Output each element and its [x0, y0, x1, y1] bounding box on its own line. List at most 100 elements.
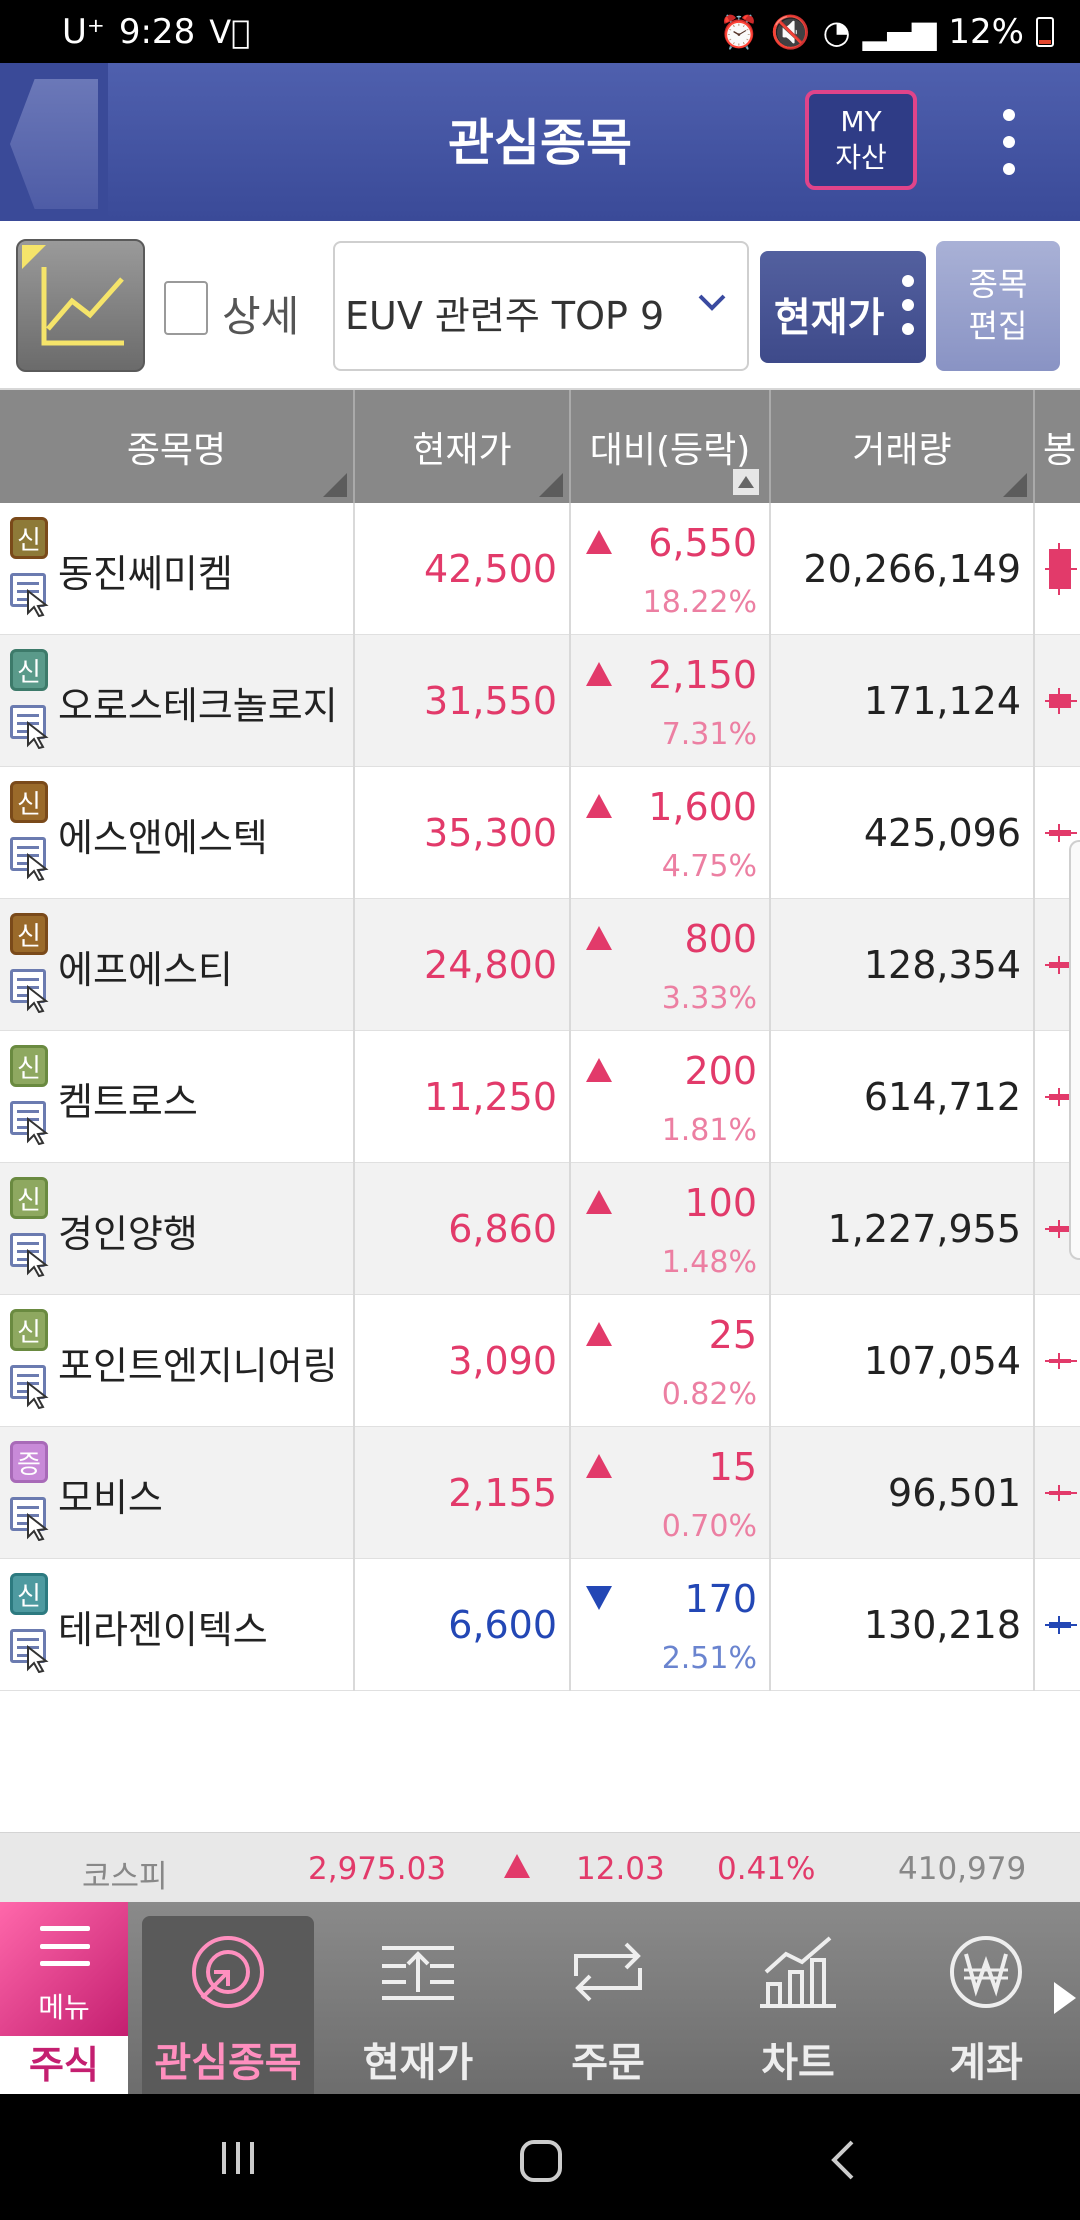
- more-options-icon[interactable]: [998, 109, 1020, 175]
- column-header-change[interactable]: 대비(등락): [571, 390, 771, 503]
- current-price-button[interactable]: 현재가: [760, 251, 926, 363]
- up-triangle-icon: [504, 1854, 530, 1878]
- candle-mark: [1045, 1616, 1077, 1634]
- nav-account[interactable]: 계좌: [900, 1902, 1072, 2094]
- current-price: 31,550: [424, 679, 557, 723]
- volume-cell: 425,096: [771, 767, 1035, 899]
- stock-name: 동진쎄미켐: [58, 552, 233, 596]
- candle-cell: [1035, 635, 1080, 767]
- change-percent: 1.48%: [661, 1245, 757, 1280]
- volume-cell: 107,054: [771, 1295, 1035, 1427]
- menu-top: 메뉴: [0, 1902, 128, 2036]
- change-cell: 800 3.33%: [571, 899, 771, 1031]
- column-header-price[interactable]: 현재가: [355, 390, 571, 503]
- app-header: 관심종목 MY 자산: [0, 63, 1080, 221]
- table-row[interactable]: 신 경인양행 6,860 100 1.48% 1,227,955: [0, 1163, 1080, 1295]
- stock-category-label[interactable]: 주식: [0, 2036, 128, 2094]
- news-icon[interactable]: [10, 573, 50, 617]
- news-icon[interactable]: [10, 1101, 50, 1145]
- change-percent: 7.31%: [661, 717, 757, 752]
- table-row[interactable]: 신 테라젠이텍스 6,600 170 2.51% 130,218: [0, 1559, 1080, 1691]
- candle-mark: [1045, 688, 1077, 714]
- news-icon[interactable]: [10, 969, 50, 1013]
- column-header-candle[interactable]: 봉: [1035, 390, 1080, 503]
- stock-name-cell[interactable]: 증 모비스: [0, 1427, 355, 1559]
- stock-name-cell[interactable]: 신 경인양행: [0, 1163, 355, 1295]
- home-icon[interactable]: [518, 2138, 564, 2184]
- hamburger-icon: [40, 1926, 90, 1966]
- stock-name-cell[interactable]: 신 포인트엔지니어링: [0, 1295, 355, 1427]
- up-triangle-icon: [586, 1322, 612, 1346]
- price-cell: 31,550: [355, 635, 571, 767]
- change-percent: 18.22%: [642, 585, 757, 620]
- table-row[interactable]: 증 모비스 2,155 15 0.70% 96,501: [0, 1427, 1080, 1559]
- stock-name-cell[interactable]: 신 오로스테크놀로지: [0, 635, 355, 767]
- market-index-bar[interactable]: 코스피 2,975.03 12.03 0.41% 410,979: [0, 1832, 1080, 1902]
- news-icon[interactable]: [10, 837, 50, 881]
- index-percent: 0.41%: [717, 1851, 816, 1887]
- news-icon[interactable]: [10, 1497, 50, 1541]
- back-icon[interactable]: [828, 2138, 858, 2182]
- stock-name: 포인트엔지니어링: [58, 1344, 338, 1388]
- carrier-label: U⁺: [62, 11, 105, 52]
- sort-icon: [539, 473, 563, 497]
- clock: 9:28: [118, 11, 196, 52]
- table-row[interactable]: 신 동진쎄미켐 42,500 6,550 18.22% 20,266,149: [0, 503, 1080, 635]
- stock-name: 켐트로스: [58, 1080, 198, 1124]
- scroll-handle[interactable]: [1069, 840, 1080, 1260]
- news-icon[interactable]: [10, 1365, 50, 1409]
- status-bar: U⁺ 9:28 V⃝ ⏰ 🔇 ◔ ▂▄▆ 12%: [0, 0, 1080, 63]
- volume-cell: 171,124: [771, 635, 1035, 767]
- candle-mark: [1045, 1353, 1077, 1369]
- volume-cell: 614,712: [771, 1031, 1035, 1163]
- edit-stocks-button[interactable]: 종목 편집: [936, 241, 1060, 371]
- stock-name-cell[interactable]: 신 켐트로스: [0, 1031, 355, 1163]
- column-header-name[interactable]: 종목명: [0, 390, 355, 503]
- menu-button[interactable]: 메뉴 주식: [0, 1902, 128, 2094]
- nav-order[interactable]: 주문: [522, 1902, 694, 2094]
- up-triangle-icon: [586, 662, 612, 686]
- price-cell: 2,155: [355, 1427, 571, 1559]
- detail-checkbox[interactable]: [164, 281, 208, 335]
- my-asset-button[interactable]: MY 자산: [805, 90, 917, 190]
- nav-watchlist[interactable]: 관심종목: [142, 1916, 314, 2094]
- current-price: 42,500: [424, 547, 557, 591]
- table-row[interactable]: 신 켐트로스 11,250 200 1.81% 614,712: [0, 1031, 1080, 1163]
- stock-name-cell[interactable]: 신 에프에스티: [0, 899, 355, 1031]
- table-row[interactable]: 신 에프에스티 24,800 800 3.33% 128,354: [0, 899, 1080, 1031]
- nav-current-price-label: 현재가: [362, 2040, 474, 2086]
- nav-more-arrow-icon[interactable]: [1054, 1982, 1076, 2014]
- watchlist-table: 신 동진쎄미켐 42,500 6,550 18.22% 20,266,149 신 오로스테크놀…: [0, 503, 1080, 1691]
- nav-current-price[interactable]: 현재가: [332, 1902, 504, 2094]
- alarm-icon: ⏰: [718, 12, 759, 51]
- table-row[interactable]: 신 포인트엔지니어링 3,090 25 0.82% 107,054: [0, 1295, 1080, 1427]
- nav-chart[interactable]: 차트: [712, 1902, 884, 2094]
- market-badge: 신: [10, 517, 48, 559]
- stock-name-cell[interactable]: 신 에스앤에스텍: [0, 767, 355, 899]
- chart-view-button[interactable]: [16, 239, 145, 372]
- index-value: 2,975.03: [308, 1851, 447, 1887]
- price-cell: 6,860: [355, 1163, 571, 1295]
- stock-name-cell[interactable]: 신 동진쎄미켐: [0, 503, 355, 635]
- table-row[interactable]: 신 오로스테크놀로지 31,550 2,150 7.31% 171,124: [0, 635, 1080, 767]
- table-row[interactable]: 신 에스앤에스텍 35,300 1,600 4.75% 425,096: [0, 767, 1080, 899]
- news-icon[interactable]: [10, 1629, 50, 1673]
- target-arrow-icon: [192, 1936, 264, 2008]
- index-name: 코스피: [82, 1859, 168, 1895]
- stock-name-cell[interactable]: 신 테라젠이텍스: [0, 1559, 355, 1691]
- news-icon[interactable]: [10, 705, 50, 749]
- edit-line2: 편집: [968, 307, 1028, 345]
- column-candle-label: 봉: [1043, 429, 1077, 471]
- watchlist-group-select[interactable]: EUV 관련주 TOP 9: [333, 241, 749, 371]
- news-icon[interactable]: [10, 1233, 50, 1277]
- line-chart-icon: [41, 267, 124, 346]
- current-price: 6,860: [448, 1207, 557, 1251]
- table-header: 종목명 현재가 대비(등락) 거래량 봉: [0, 390, 1080, 503]
- column-header-volume[interactable]: 거래량: [771, 390, 1035, 503]
- back-button[interactable]: [0, 63, 108, 221]
- volume-value: 425,096: [863, 811, 1021, 855]
- recent-apps-icon[interactable]: [218, 2138, 258, 2178]
- volume-cell: 128,354: [771, 899, 1035, 1031]
- current-price: 24,800: [424, 943, 557, 987]
